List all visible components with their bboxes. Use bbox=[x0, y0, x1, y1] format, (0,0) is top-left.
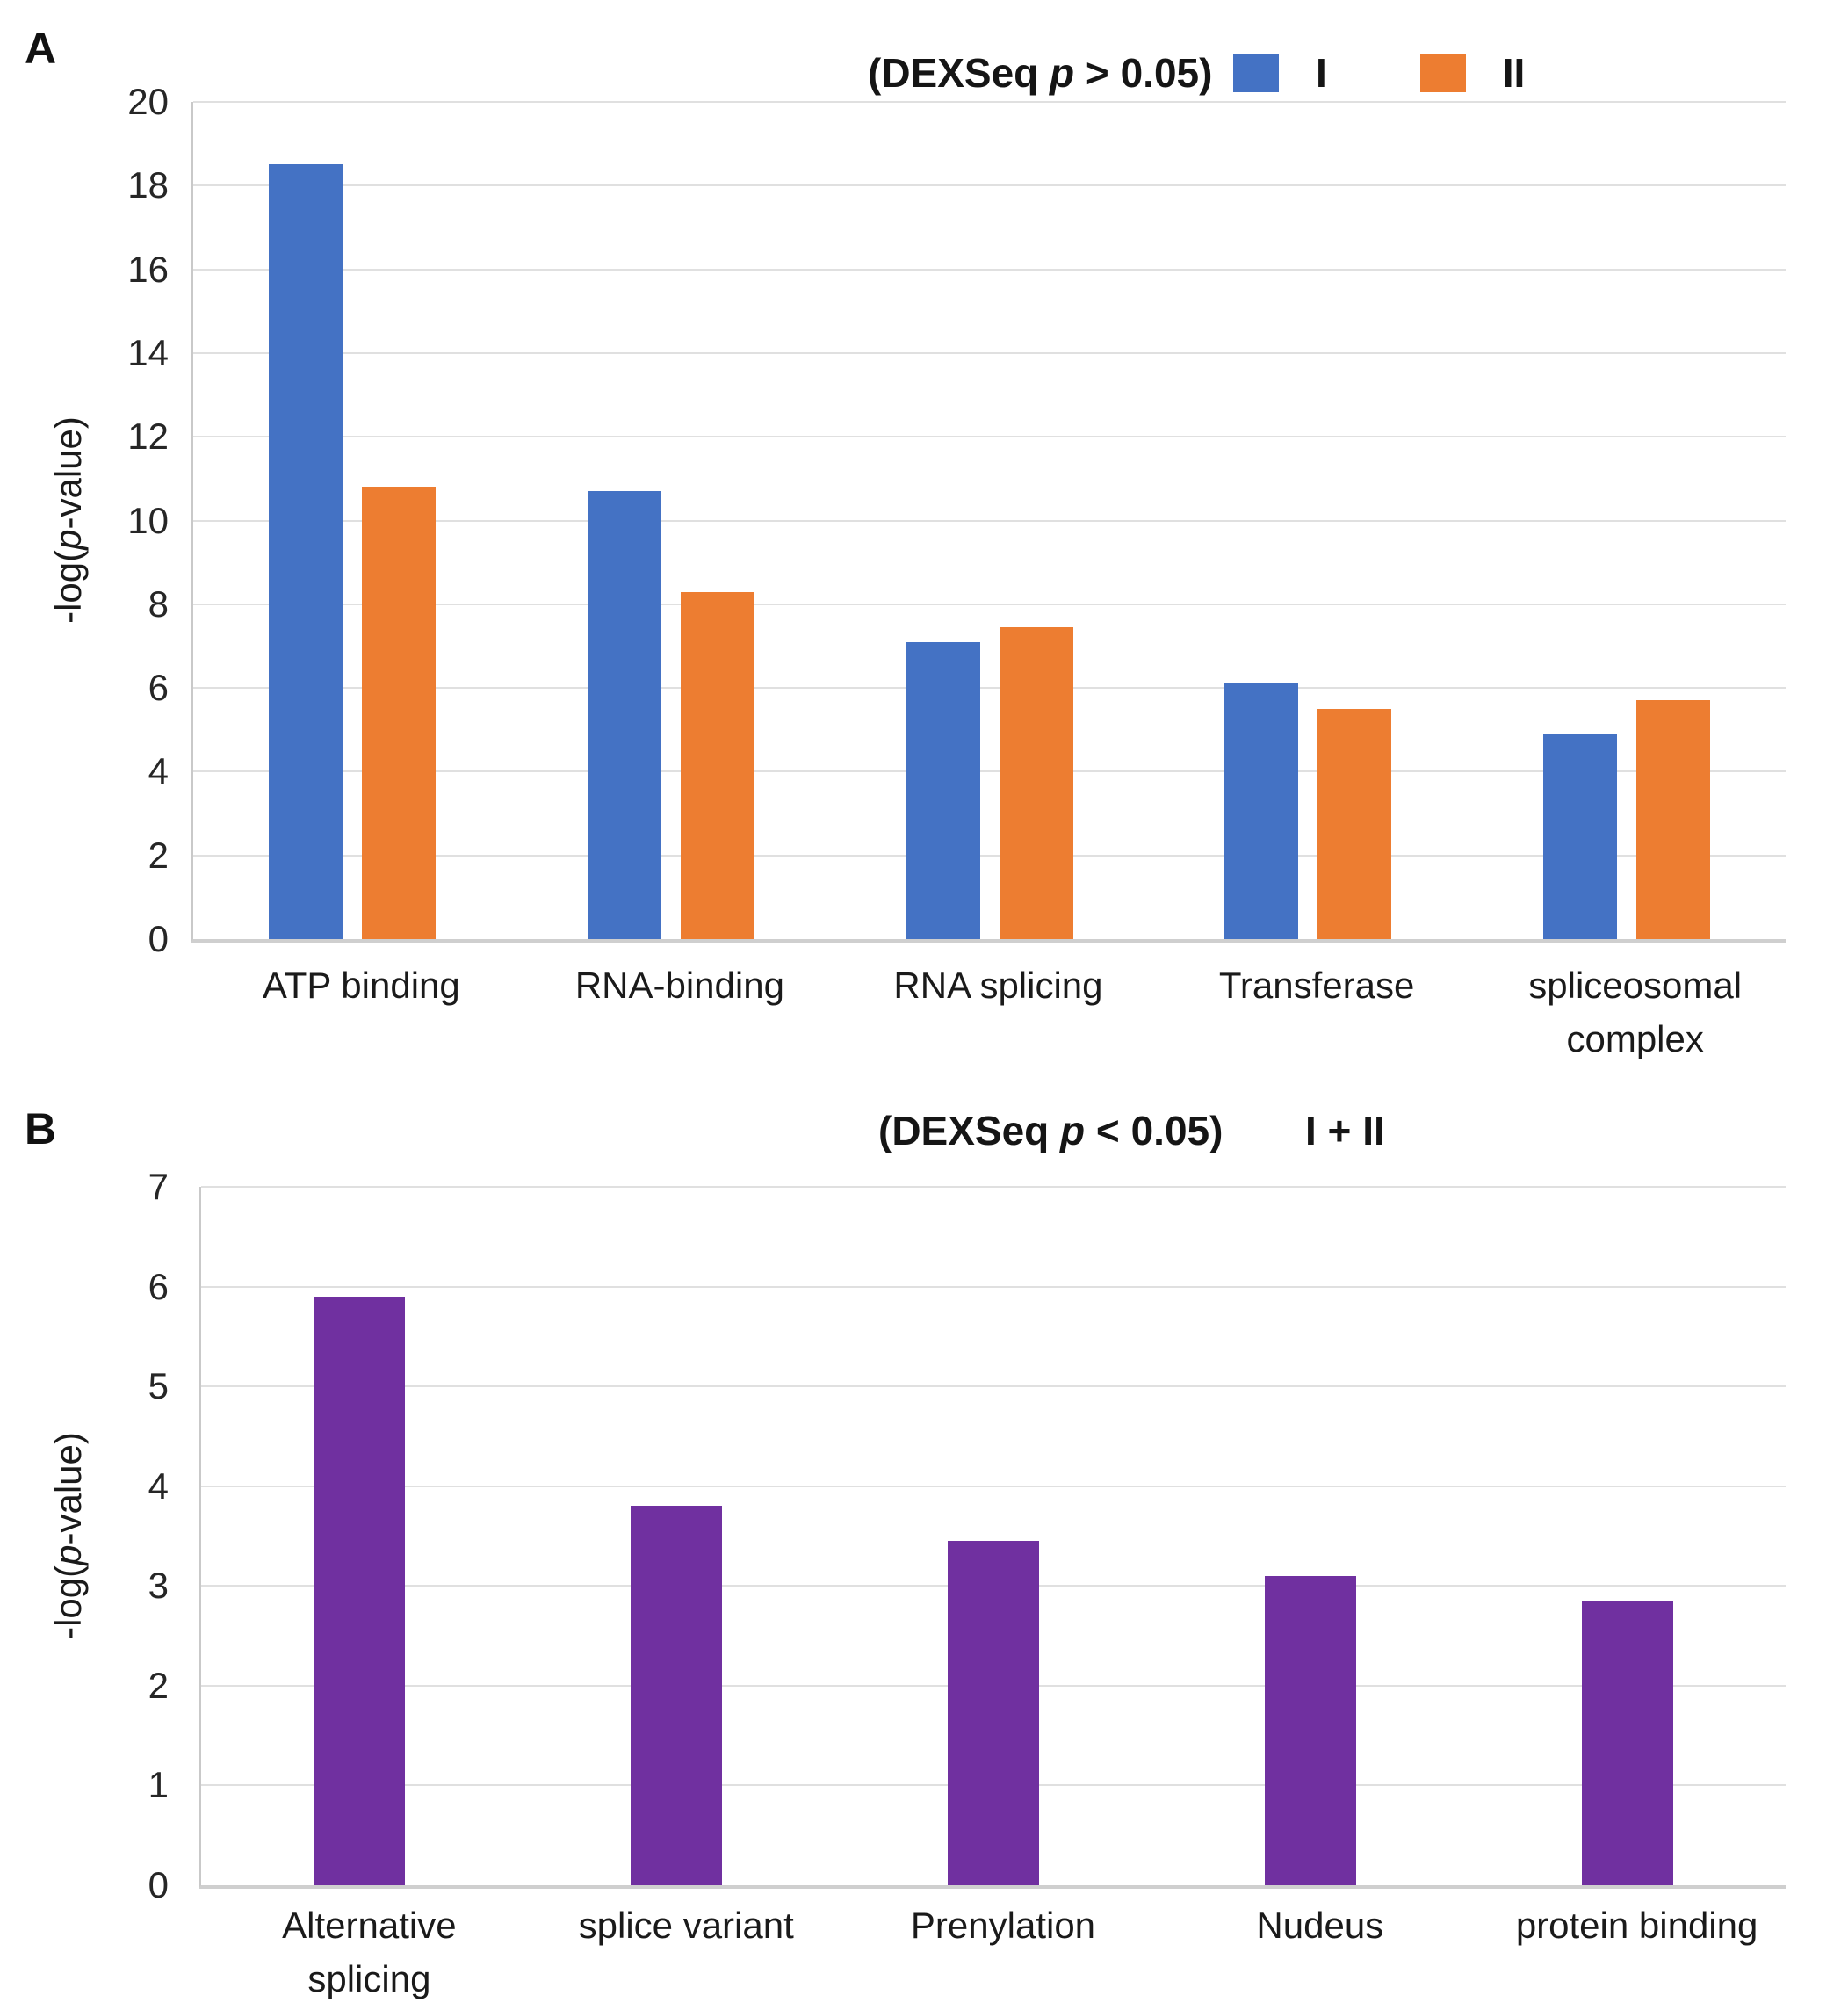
panel-b-y-axis-ticks: 0 1 2 3 4 5 6 7 bbox=[79, 1166, 169, 1905]
panel-b-title: (DEXSeq p < 0.05) bbox=[878, 1107, 1223, 1154]
y-tick-label: 8 bbox=[148, 582, 169, 625]
gridline bbox=[193, 519, 1786, 522]
bar-protein-binding-series-III bbox=[1581, 1601, 1673, 1885]
gridline bbox=[193, 854, 1786, 857]
bar-alternative-splicing-series-III bbox=[314, 1296, 406, 1885]
gridline bbox=[193, 436, 1786, 438]
gridline bbox=[201, 1385, 1786, 1388]
bar-spliceosomal-complex-series-II bbox=[1635, 700, 1710, 939]
legend-label: I bbox=[1316, 50, 1327, 96]
bar-rna-binding-series-I bbox=[587, 491, 661, 939]
gridline bbox=[201, 1485, 1786, 1487]
y-tick-label: 7 bbox=[148, 1166, 169, 1207]
legend-swatch-II bbox=[1419, 54, 1466, 92]
x-axis-category-label: Alternative splicing bbox=[282, 1905, 457, 1999]
x-axis-category-label: protein binding bbox=[1515, 1905, 1758, 1946]
panel-a-plot-area bbox=[191, 101, 1786, 943]
y-tick-label: 16 bbox=[127, 248, 169, 290]
y-tick-label: 1 bbox=[148, 1764, 169, 1806]
panel-b-title-p: p bbox=[1060, 1108, 1086, 1153]
y-tick-label: 0 bbox=[148, 1864, 169, 1905]
y-tick-label: 4 bbox=[148, 1464, 169, 1507]
y-tick-label: 12 bbox=[127, 416, 169, 458]
x-axis-category-label: Prenylation bbox=[910, 1905, 1096, 1946]
bar-transferase-series-II bbox=[1317, 708, 1392, 939]
x-axis-category-label: spliceosomal complex bbox=[1528, 965, 1743, 1059]
panel-b-title-post: < 0.05) bbox=[1085, 1108, 1224, 1153]
panel-b-letter: B bbox=[25, 1104, 57, 1153]
panel-a-y-axis-ticks: 0 2 4 6 8 10 12 14 16 18 20 bbox=[72, 81, 169, 959]
legend-item-II: II bbox=[1419, 49, 1526, 97]
y-tick-label: 20 bbox=[127, 81, 169, 122]
bar-nudeus-series-III bbox=[1264, 1575, 1356, 1885]
gridline bbox=[193, 770, 1786, 773]
gridline bbox=[193, 603, 1786, 605]
gridline bbox=[193, 268, 1786, 271]
y-tick-label: 3 bbox=[148, 1565, 169, 1607]
panel-a-title-pre: (DEXSeq bbox=[868, 50, 1050, 96]
y-tick-label: 18 bbox=[127, 164, 169, 206]
legend-swatch-I bbox=[1233, 54, 1279, 92]
y-tick-label: 2 bbox=[148, 834, 169, 876]
x-axis-category-label: Nudeus bbox=[1256, 1905, 1384, 1946]
gridline bbox=[193, 687, 1786, 690]
y-tick-label: 10 bbox=[127, 499, 169, 541]
legend-label: II bbox=[1502, 50, 1526, 96]
bar-rna-splicing-series-I bbox=[906, 641, 980, 939]
y-tick-label: 6 bbox=[148, 1265, 169, 1307]
y-tick-label: 4 bbox=[148, 750, 169, 792]
x-axis-category-label: Transferase bbox=[1218, 965, 1415, 1006]
gridline bbox=[201, 1285, 1786, 1288]
panel-b-x-axis-labels: Alternative splicing splice variant Prenyl… bbox=[211, 1899, 1795, 2006]
gridline bbox=[201, 1186, 1786, 1188]
gridline bbox=[193, 101, 1786, 103]
bar-rna-binding-series-II bbox=[680, 591, 754, 939]
panel-a-title: (DEXSeq p > 0.05) bbox=[868, 49, 1212, 97]
y-tick-label: 14 bbox=[127, 331, 169, 373]
y-tick-label: 5 bbox=[148, 1365, 169, 1407]
gridline bbox=[193, 184, 1786, 187]
x-axis-category-label: RNA splicing bbox=[893, 965, 1103, 1006]
panel-b-plot-area bbox=[199, 1186, 1786, 1889]
panel-a-letter: A bbox=[25, 24, 57, 73]
x-axis-category-label: RNA-binding bbox=[574, 965, 784, 1006]
bar-transferase-series-I bbox=[1224, 683, 1299, 939]
x-axis-category-label: splice variant bbox=[578, 1905, 794, 1946]
panel-b-legend-text: I + II bbox=[1305, 1108, 1385, 1153]
bar-prenylation-series-III bbox=[948, 1541, 1039, 1885]
y-tick-label: 6 bbox=[148, 667, 169, 709]
legend-item-I: I bbox=[1233, 49, 1327, 97]
bar-splice-variant-series-III bbox=[631, 1506, 723, 1885]
gridline bbox=[193, 351, 1786, 354]
x-axis-category-label: ATP binding bbox=[262, 965, 460, 1006]
panel-a-title-post: > 0.05) bbox=[1074, 50, 1213, 96]
y-tick-label: 2 bbox=[148, 1664, 169, 1706]
bar-atp-binding-series-I bbox=[269, 164, 343, 939]
bar-rna-splicing-series-II bbox=[999, 627, 1073, 939]
bar-spliceosomal-complex-series-I bbox=[1542, 734, 1617, 939]
bar-atp-binding-series-II bbox=[362, 487, 437, 939]
panel-a-x-axis-labels: ATP binding RNA-binding RNA splicing Transf… bbox=[202, 959, 1794, 1066]
panel-b-title-pre: (DEXSeq bbox=[878, 1108, 1061, 1153]
panel-a-legend: I II bbox=[1233, 49, 1618, 97]
panel-a-title-p: p bbox=[1050, 50, 1075, 96]
y-tick-label: 0 bbox=[148, 918, 169, 959]
